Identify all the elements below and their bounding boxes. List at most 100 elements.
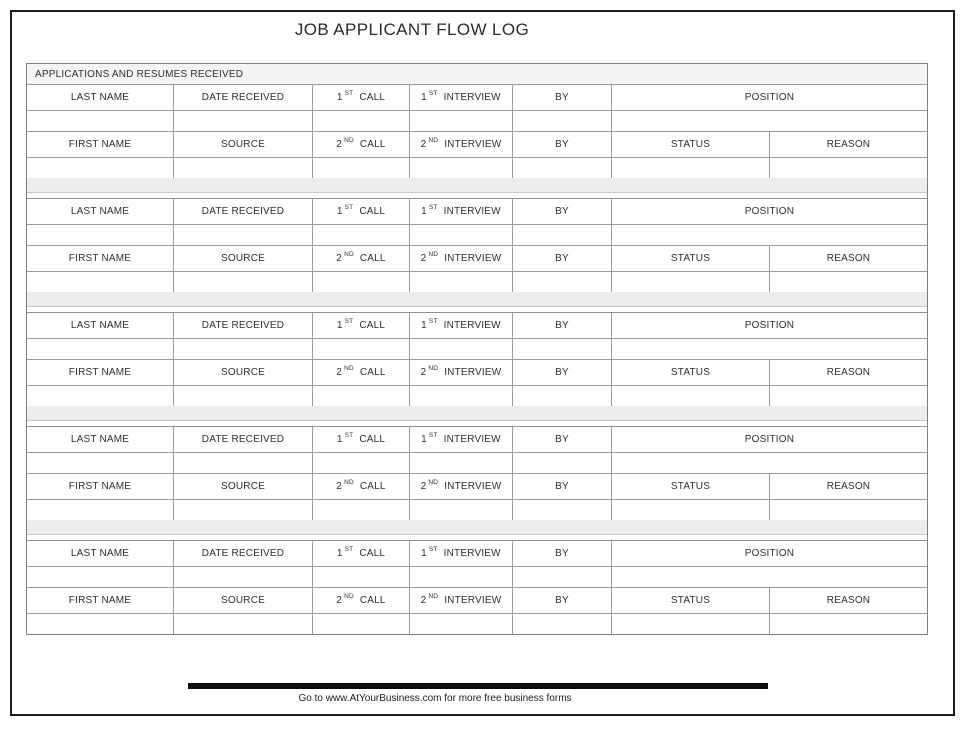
first-interview-label-cell: 1 ST INTERVIEW xyxy=(410,541,513,566)
field-second-interview[interactable] xyxy=(410,614,513,634)
page-title: JOB APPLICANT FLOW LOG xyxy=(294,20,530,39)
field-first-name[interactable] xyxy=(27,272,174,292)
header-row-2: FIRST NAME SOURCE 2 ND CALL 2 ND INTERVIEW B… xyxy=(27,588,927,614)
field-first-name[interactable] xyxy=(27,158,174,178)
by-label-cell: BY xyxy=(513,588,612,613)
field-by-2[interactable] xyxy=(513,500,612,520)
field-date-received[interactable] xyxy=(174,111,313,131)
field-first-interview[interactable] xyxy=(410,567,513,587)
field-position[interactable] xyxy=(612,225,927,245)
field-by-1[interactable] xyxy=(513,453,612,473)
header-row-1: LAST NAME DATE RECEIVED 1 ST CALL 1 ST INTER… xyxy=(27,313,927,339)
field-second-call[interactable] xyxy=(313,386,410,406)
field-first-call[interactable] xyxy=(313,111,410,131)
field-last-name[interactable] xyxy=(27,339,174,359)
applicant-block: LAST NAME DATE RECEIVED 1 ST CALL 1 ST INTER… xyxy=(27,198,927,292)
field-first-call[interactable] xyxy=(313,339,410,359)
field-source[interactable] xyxy=(174,272,313,292)
second-call-label-cell: 2 ND CALL xyxy=(313,360,410,385)
header-row-2: FIRST NAME SOURCE 2 ND CALL 2 ND INTERVIEW B… xyxy=(27,132,927,158)
field-first-name[interactable] xyxy=(27,614,174,634)
reason-label-cell: REASON xyxy=(826,253,871,264)
field-source[interactable] xyxy=(174,158,313,178)
field-source[interactable] xyxy=(174,386,313,406)
field-position[interactable] xyxy=(612,567,927,587)
field-position[interactable] xyxy=(612,111,927,131)
field-position[interactable] xyxy=(612,453,927,473)
field-date-received[interactable] xyxy=(174,225,313,245)
field-by-2[interactable] xyxy=(513,158,612,178)
first-interview-label-cell: 1 ST INTERVIEW xyxy=(410,313,513,338)
field-second-interview[interactable] xyxy=(410,386,513,406)
second-call-label-cell: 2 ND CALL xyxy=(313,246,410,271)
first-call-label-cell: 1 ST CALL xyxy=(313,85,410,110)
last-name-label-cell: LAST NAME xyxy=(27,85,174,110)
field-second-interview[interactable] xyxy=(410,158,513,178)
field-second-interview[interactable] xyxy=(410,272,513,292)
first-interview-label-cell: 1 ST INTERVIEW xyxy=(410,85,513,110)
field-first-interview[interactable] xyxy=(410,453,513,473)
second-interview-label-cell: 2 ND INTERVIEW xyxy=(410,588,513,613)
field-reason[interactable] xyxy=(770,158,927,178)
field-first-interview[interactable] xyxy=(410,225,513,245)
field-by-1[interactable] xyxy=(513,567,612,587)
field-status[interactable] xyxy=(612,272,770,292)
field-last-name[interactable] xyxy=(27,111,174,131)
field-first-interview[interactable] xyxy=(410,111,513,131)
field-first-call[interactable] xyxy=(313,453,410,473)
footer-note: Go to www.AtYourBusiness.com for more fr… xyxy=(298,693,572,704)
field-source[interactable] xyxy=(174,614,313,634)
by-label-cell: BY xyxy=(513,541,612,566)
second-interview-label-cell: 2 ND INTERVIEW xyxy=(410,360,513,385)
field-second-call[interactable] xyxy=(313,158,410,178)
field-by-2[interactable] xyxy=(513,614,612,634)
reason-label-cell: REASON xyxy=(826,481,871,492)
field-by-1[interactable] xyxy=(513,225,612,245)
field-by-1[interactable] xyxy=(513,339,612,359)
first-name-label-cell: FIRST NAME xyxy=(27,588,174,613)
second-interview-label-cell: 2 ND INTERVIEW xyxy=(410,474,513,499)
field-date-received[interactable] xyxy=(174,339,313,359)
field-second-call[interactable] xyxy=(313,272,410,292)
block-divider xyxy=(27,406,927,421)
field-date-received[interactable] xyxy=(174,453,313,473)
position-label-cell: POSITION xyxy=(744,206,795,217)
header-row-1: LAST NAME DATE RECEIVED 1 ST CALL 1 ST INTER… xyxy=(27,427,927,453)
field-last-name[interactable] xyxy=(27,225,174,245)
field-last-name[interactable] xyxy=(27,453,174,473)
field-reason[interactable] xyxy=(770,386,927,406)
status-label-cell: STATUS xyxy=(612,588,770,613)
position-label-cell: POSITION xyxy=(744,434,795,445)
section-header-label: APPLICATIONS AND RESUMES RECEIVED xyxy=(35,68,244,80)
field-reason[interactable] xyxy=(770,500,927,520)
field-date-received[interactable] xyxy=(174,567,313,587)
field-by-2[interactable] xyxy=(513,272,612,292)
first-name-label-cell: FIRST NAME xyxy=(27,474,174,499)
field-position[interactable] xyxy=(612,339,927,359)
field-first-call[interactable] xyxy=(313,567,410,587)
field-by-1[interactable] xyxy=(513,111,612,131)
reason-label-cell: REASON xyxy=(826,595,871,606)
field-last-name[interactable] xyxy=(27,567,174,587)
field-status[interactable] xyxy=(612,386,770,406)
field-status[interactable] xyxy=(612,158,770,178)
applicant-block: LAST NAME DATE RECEIVED 1 ST CALL 1 ST INTER… xyxy=(27,426,927,520)
field-reason[interactable] xyxy=(770,614,927,634)
header-row-1: LAST NAME DATE RECEIVED 1 ST CALL 1 ST INTER… xyxy=(27,199,927,225)
date-received-label-cell: DATE RECEIVED xyxy=(174,313,313,338)
field-status[interactable] xyxy=(612,614,770,634)
field-first-interview[interactable] xyxy=(410,339,513,359)
field-source[interactable] xyxy=(174,500,313,520)
field-by-2[interactable] xyxy=(513,386,612,406)
field-second-call[interactable] xyxy=(313,614,410,634)
field-second-call[interactable] xyxy=(313,500,410,520)
field-first-name[interactable] xyxy=(27,500,174,520)
field-reason[interactable] xyxy=(770,272,927,292)
header-row-2: FIRST NAME SOURCE 2 ND CALL 2 ND INTERVIEW B… xyxy=(27,246,927,272)
status-label-cell: STATUS xyxy=(612,360,770,385)
field-first-name[interactable] xyxy=(27,386,174,406)
field-status[interactable] xyxy=(612,500,770,520)
source-label-cell: SOURCE xyxy=(174,132,313,157)
field-first-call[interactable] xyxy=(313,225,410,245)
field-second-interview[interactable] xyxy=(410,500,513,520)
